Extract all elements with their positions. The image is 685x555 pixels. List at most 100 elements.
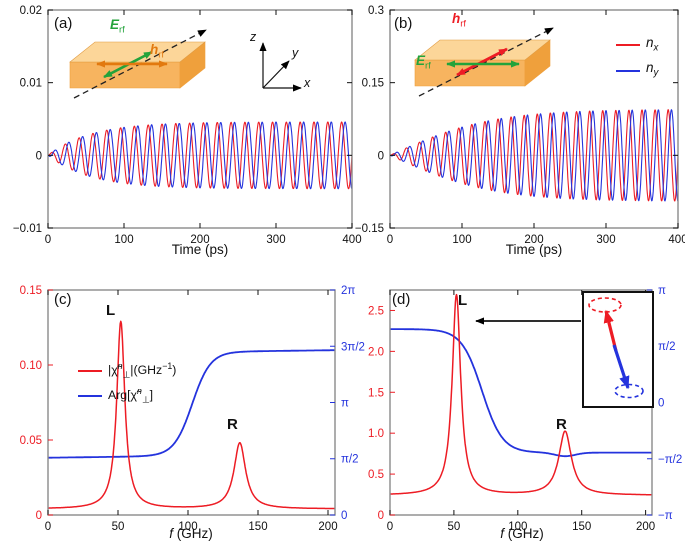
E-rf-label-b: Erf bbox=[416, 53, 431, 72]
amplitude-curve bbox=[389, 293, 652, 496]
tick-label: 100 bbox=[178, 521, 197, 533]
phase-line-swatch bbox=[78, 395, 102, 398]
h-rf-label-b: hrf bbox=[452, 11, 467, 30]
f-symbol: f bbox=[169, 526, 174, 541]
tick-label: 200 bbox=[318, 521, 337, 533]
tick-label: 2.0 bbox=[368, 346, 384, 358]
x-axis-label: x bbox=[304, 76, 311, 90]
f-symbol: f bbox=[500, 526, 505, 541]
tick-label: 400 bbox=[668, 234, 685, 246]
tick-label: 0 bbox=[36, 150, 42, 162]
tick-label: 50 bbox=[112, 521, 125, 533]
tick-label: 400 bbox=[342, 234, 361, 246]
mode-R-label-d: R bbox=[556, 416, 567, 433]
legend-item-ny: ny bbox=[616, 60, 658, 79]
panel-c-xaxis-title: f (GHz) bbox=[169, 526, 213, 542]
tick-label: 0.02 bbox=[20, 5, 42, 17]
legend-item-phase: Arg[χ̃n⊥] bbox=[78, 386, 176, 405]
panel-c-chart: 0 50 100 150 200 0 0.05 0.10 0.15 0 π/2 π 3π/2 2π bbox=[20, 285, 365, 533]
tick-label: 0.15 bbox=[362, 78, 384, 90]
tick-label: 1.5 bbox=[368, 387, 384, 399]
sublattice-down-arrow bbox=[612, 344, 630, 390]
ghz-unit: (GHz) bbox=[504, 526, 544, 541]
tick-label: 100 bbox=[452, 234, 471, 246]
tick-label: 0 bbox=[36, 510, 42, 522]
nx-label: nx bbox=[646, 35, 659, 54]
tick-label: 2π bbox=[341, 285, 355, 297]
panel-a-tag: (a) bbox=[54, 15, 73, 32]
tick-label: 150 bbox=[572, 521, 591, 533]
tick-label: 0.10 bbox=[20, 360, 42, 372]
tick-label: π bbox=[341, 398, 349, 410]
tick-label: 0.3 bbox=[368, 5, 384, 17]
tick-label: 2.5 bbox=[368, 305, 384, 317]
tick-label: 300 bbox=[596, 234, 615, 246]
phase-label: Arg[χ̃n⊥] bbox=[108, 386, 154, 405]
tick-label: 0.05 bbox=[20, 435, 42, 447]
susceptibility-label: |χ̃n⊥|(GHz−1) bbox=[108, 361, 177, 380]
phase-curve bbox=[389, 328, 653, 458]
tick-label: 0 bbox=[45, 234, 51, 246]
panel-d-tag: (d) bbox=[392, 291, 411, 308]
tick-label: 150 bbox=[248, 521, 267, 533]
tick-label: 100 bbox=[114, 234, 133, 246]
panel-d-chart: 0 50 100 150 200 0 0.5 1.0 1.5 2.0 2.5 π π/2 0 −π/2 −π bbox=[368, 285, 682, 533]
legend-item-susceptibility: |χ̃n⊥|(GHz−1) bbox=[78, 361, 177, 380]
tick-label: 0 bbox=[658, 398, 664, 410]
legend-item-nx: nx bbox=[616, 35, 659, 54]
tick-label: 300 bbox=[266, 234, 285, 246]
mode-L-label-c: L bbox=[106, 302, 116, 319]
tick-label: 0.5 bbox=[368, 469, 384, 481]
tick-label: π/2 bbox=[658, 341, 676, 353]
panel-a-xaxis-title: Time (ps) bbox=[171, 242, 229, 257]
precession-orbit-blue bbox=[614, 383, 644, 399]
tick-label: π bbox=[658, 285, 666, 297]
panel-c-tag: (c) bbox=[54, 291, 72, 308]
panel-b-tag: (b) bbox=[394, 15, 413, 32]
z-axis-label: z bbox=[250, 30, 257, 44]
tick-label: −π/2 bbox=[658, 454, 682, 466]
phase-curve bbox=[47, 349, 336, 459]
tick-label: 200 bbox=[524, 234, 543, 246]
tick-label: π/2 bbox=[341, 454, 359, 466]
sublattice-up-arrow bbox=[603, 309, 618, 352]
tick-label: 0.15 bbox=[20, 285, 42, 297]
series-nx bbox=[389, 109, 679, 202]
tick-label: 0.01 bbox=[20, 78, 42, 90]
ghz-unit: (GHz) bbox=[173, 526, 213, 541]
series-ny bbox=[47, 121, 353, 190]
tick-label: 200 bbox=[190, 234, 209, 246]
y-axis-arrow bbox=[262, 60, 290, 89]
tick-label: 200 bbox=[636, 521, 655, 533]
panel-c-legend: |χ̃n⊥|(GHz−1) Arg[χ̃n⊥] bbox=[78, 361, 177, 413]
tick-label: −0.15 bbox=[355, 223, 384, 235]
tick-label: 0 bbox=[378, 150, 384, 162]
E-rf-label-a: Erf bbox=[110, 17, 125, 36]
mode-R-label-c: R bbox=[227, 416, 238, 433]
mode-L-label-d: L bbox=[458, 292, 468, 309]
ny-line-swatch bbox=[616, 69, 640, 72]
panel-d-xaxis-title: f (GHz) bbox=[500, 526, 544, 542]
tick-label: 100 bbox=[508, 521, 527, 533]
panel-b-xaxis-title: Time (ps) bbox=[505, 242, 563, 257]
precession-orbit-red bbox=[588, 297, 622, 313]
nx-line-swatch bbox=[616, 44, 640, 47]
tick-label: 0 bbox=[341, 510, 347, 522]
panel-b-legend: nx ny bbox=[616, 35, 659, 87]
amplitude-curve bbox=[47, 320, 335, 510]
tick-label: 0 bbox=[378, 510, 384, 522]
y-axis-label: y bbox=[292, 46, 299, 60]
tick-label: 0 bbox=[387, 234, 393, 246]
series-ny bbox=[389, 109, 679, 202]
susceptibility-line-swatch bbox=[78, 370, 102, 373]
tick-label: 50 bbox=[448, 521, 461, 533]
tick-label: 0 bbox=[45, 521, 51, 533]
series-nx bbox=[47, 121, 353, 190]
tick-label: 1.0 bbox=[368, 428, 384, 440]
tick-label: −π bbox=[658, 510, 673, 522]
tick-label: 3π/2 bbox=[341, 341, 365, 353]
h-rf-label-a: hrf bbox=[150, 42, 165, 61]
